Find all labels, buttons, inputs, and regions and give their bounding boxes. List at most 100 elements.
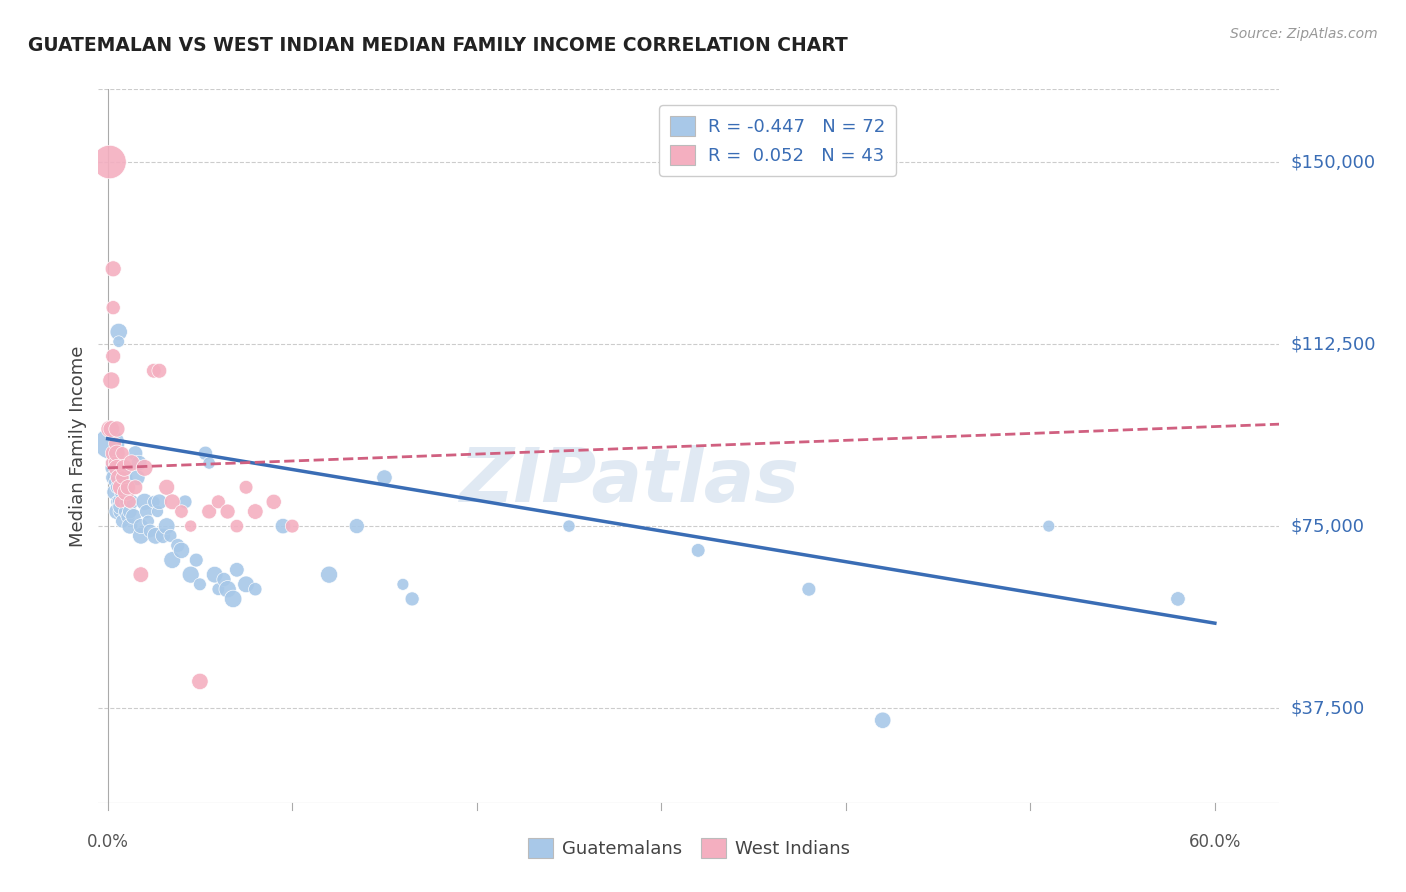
Text: GUATEMALAN VS WEST INDIAN MEDIAN FAMILY INCOME CORRELATION CHART: GUATEMALAN VS WEST INDIAN MEDIAN FAMILY … bbox=[28, 36, 848, 54]
Point bbox=[217, 582, 239, 597]
Point bbox=[118, 495, 141, 509]
Point bbox=[872, 713, 894, 727]
Point bbox=[105, 446, 128, 460]
Point bbox=[124, 480, 146, 494]
Point bbox=[104, 485, 127, 500]
Point bbox=[180, 519, 202, 533]
Text: 60.0%: 60.0% bbox=[1188, 833, 1241, 851]
Point bbox=[103, 470, 124, 484]
Point bbox=[117, 480, 139, 494]
Point bbox=[110, 480, 132, 494]
Point bbox=[104, 436, 127, 450]
Point bbox=[105, 422, 128, 436]
Point bbox=[111, 446, 134, 460]
Point bbox=[156, 519, 179, 533]
Point bbox=[212, 573, 235, 587]
Text: $75,000: $75,000 bbox=[1291, 517, 1365, 535]
Point bbox=[139, 524, 162, 538]
Point bbox=[159, 529, 181, 543]
Point bbox=[129, 529, 152, 543]
Point bbox=[129, 519, 152, 533]
Point bbox=[100, 422, 122, 436]
Point bbox=[225, 563, 247, 577]
Point bbox=[115, 504, 138, 518]
Point bbox=[105, 480, 128, 494]
Point bbox=[100, 456, 122, 470]
Point bbox=[105, 504, 128, 518]
Point bbox=[346, 519, 368, 533]
Point bbox=[180, 567, 202, 582]
Text: 0.0%: 0.0% bbox=[87, 833, 128, 851]
Point bbox=[1167, 591, 1189, 606]
Point bbox=[1038, 519, 1060, 533]
Point bbox=[204, 567, 226, 582]
Text: $37,500: $37,500 bbox=[1291, 699, 1365, 717]
Point bbox=[207, 495, 229, 509]
Point bbox=[112, 470, 135, 484]
Point bbox=[121, 456, 143, 470]
Point bbox=[148, 364, 170, 378]
Point bbox=[98, 436, 121, 450]
Text: $112,500: $112,500 bbox=[1291, 335, 1376, 353]
Point bbox=[401, 591, 423, 606]
Point bbox=[162, 495, 183, 509]
Point bbox=[105, 495, 128, 509]
Point bbox=[225, 519, 247, 533]
Point bbox=[134, 460, 156, 475]
Text: Source: ZipAtlas.com: Source: ZipAtlas.com bbox=[1230, 27, 1378, 41]
Point bbox=[162, 553, 183, 567]
Point bbox=[373, 470, 395, 484]
Point bbox=[142, 495, 165, 509]
Point bbox=[797, 582, 820, 597]
Point bbox=[103, 460, 124, 475]
Point bbox=[170, 543, 193, 558]
Point bbox=[110, 500, 132, 514]
Point bbox=[103, 301, 124, 315]
Point bbox=[156, 480, 179, 494]
Point bbox=[271, 519, 294, 533]
Point bbox=[107, 470, 129, 484]
Point bbox=[148, 495, 170, 509]
Point bbox=[170, 504, 193, 518]
Point bbox=[134, 495, 156, 509]
Point bbox=[128, 456, 150, 470]
Point bbox=[107, 480, 129, 494]
Point bbox=[110, 495, 132, 509]
Point bbox=[118, 504, 141, 518]
Point bbox=[112, 460, 135, 475]
Point bbox=[100, 456, 122, 470]
Point bbox=[558, 519, 581, 533]
Point bbox=[110, 495, 132, 509]
Point bbox=[392, 577, 415, 591]
Legend: Guatemalans, West Indians: Guatemalans, West Indians bbox=[520, 830, 858, 865]
Point bbox=[98, 155, 121, 169]
Point bbox=[188, 577, 211, 591]
Point bbox=[263, 495, 285, 509]
Point bbox=[194, 446, 217, 460]
Point bbox=[103, 261, 124, 276]
Point bbox=[115, 485, 138, 500]
Point bbox=[245, 504, 267, 518]
Point bbox=[110, 504, 132, 518]
Point bbox=[104, 475, 127, 490]
Point bbox=[118, 519, 141, 533]
Point bbox=[318, 567, 340, 582]
Point bbox=[136, 514, 159, 528]
Point bbox=[104, 456, 127, 470]
Point bbox=[117, 509, 139, 524]
Point bbox=[188, 674, 211, 689]
Point bbox=[142, 364, 165, 378]
Point bbox=[103, 446, 124, 460]
Point bbox=[115, 495, 138, 509]
Point bbox=[100, 422, 122, 436]
Point bbox=[122, 509, 145, 524]
Point bbox=[207, 582, 229, 597]
Point bbox=[111, 470, 134, 484]
Point bbox=[222, 591, 245, 606]
Point bbox=[235, 577, 257, 591]
Point bbox=[198, 456, 221, 470]
Point bbox=[174, 495, 197, 509]
Point bbox=[217, 504, 239, 518]
Point bbox=[107, 334, 129, 349]
Point bbox=[111, 485, 134, 500]
